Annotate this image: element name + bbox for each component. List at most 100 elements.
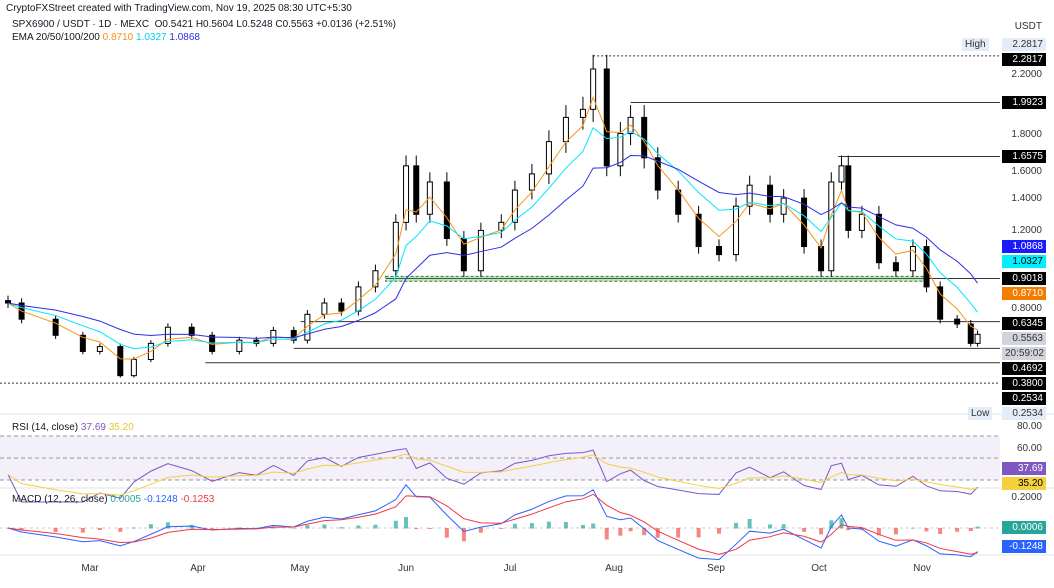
macd-hist-bar xyxy=(938,528,943,534)
high-tag: High xyxy=(962,38,989,51)
symbol[interactable]: SPX6900 / USDT · 1D · MEXC xyxy=(12,19,150,30)
rsi-tick-80: 80.00 xyxy=(1016,421,1042,432)
level-tag: 0.9018 xyxy=(1002,271,1046,285)
rsi-line xyxy=(7,448,978,503)
ema20-tag: 0.8710 xyxy=(1002,286,1046,300)
candle-down xyxy=(923,246,930,288)
level-tag: 2.2817 xyxy=(1002,53,1046,66)
macd-hist-bar xyxy=(591,523,596,529)
macd-hist-bar xyxy=(924,528,929,532)
ema50-value: 1.0327 xyxy=(136,32,167,43)
macd-hist-bar xyxy=(291,527,296,529)
macd-hist-bar xyxy=(356,525,361,529)
macd-hist-bar xyxy=(846,528,851,531)
x-tick: Jul xyxy=(503,563,517,574)
candle-up xyxy=(96,346,103,352)
macd-hist-bar xyxy=(642,528,647,536)
macd-hist-bar xyxy=(512,523,517,529)
ohlc-open: O0.5421 xyxy=(154,19,194,30)
candle-up xyxy=(321,302,328,315)
candle-up xyxy=(426,181,433,215)
level-tag: 1.9923 xyxy=(1002,95,1046,109)
candle-up xyxy=(372,270,379,288)
ohlc-low: L0.5248 xyxy=(236,19,273,30)
low-tag: Low xyxy=(968,406,993,420)
x-tick: Oct xyxy=(811,563,827,574)
macd-hist-bar xyxy=(580,524,585,529)
candle-up xyxy=(545,141,552,175)
candle-down xyxy=(117,346,124,377)
candle-up xyxy=(304,313,311,341)
candle-down xyxy=(875,213,882,264)
credit: CryptoFXStreet created with TradingView.… xyxy=(6,3,352,14)
candle-down xyxy=(845,165,852,231)
macd-hist-bar xyxy=(839,518,844,529)
rsi-ma-tag: 35.20 xyxy=(1002,477,1046,490)
candle-up xyxy=(579,108,586,118)
macd-hist-bar xyxy=(696,528,701,538)
candle-up xyxy=(236,339,243,352)
macd-hist-bar xyxy=(237,527,242,529)
rsi-value: 37.69 xyxy=(80,422,106,433)
macd-hist-bar xyxy=(563,522,568,529)
x-tick: Jun xyxy=(397,563,415,574)
macd-hist-value: 0.0005 xyxy=(110,494,141,505)
candle-down xyxy=(603,68,610,167)
macd-hist-bar xyxy=(910,527,915,529)
macd-hist-bar xyxy=(414,528,419,529)
macd-hist-bar xyxy=(53,528,58,532)
rsi-legend[interactable]: RSI (14, close) 37.69 35.20 xyxy=(12,422,134,433)
macd-hist-bar xyxy=(781,524,786,529)
macd-hist-bar xyxy=(393,520,398,529)
candle-up xyxy=(746,184,753,207)
macd-hist-bar xyxy=(19,528,24,531)
macd-hist-bar xyxy=(404,517,409,529)
candle-up xyxy=(909,246,916,272)
macd-hist-bar xyxy=(829,520,834,529)
candle-up xyxy=(838,165,845,183)
rsi-tag: 37.69 xyxy=(1002,462,1046,475)
ema-legend[interactable]: EMA 20/50/100/200 0.8710 1.0327 1.0868 xyxy=(12,32,200,43)
rsi-label: RSI (14, close) xyxy=(12,422,79,433)
candle-up xyxy=(528,173,535,191)
level-tag: 0.6345 xyxy=(1002,316,1046,330)
macd-hist-bar xyxy=(305,525,310,529)
candle-down xyxy=(892,262,899,272)
candle-down xyxy=(290,329,297,341)
macd-hist-bar xyxy=(189,524,194,529)
macd-hist-bar xyxy=(975,526,980,529)
macd-hist-bar xyxy=(165,522,170,529)
support-zone xyxy=(385,275,928,282)
candle-up xyxy=(403,165,410,223)
candle-down xyxy=(654,157,661,191)
ema100-tag: 1.0868 xyxy=(1002,240,1046,253)
candle-up xyxy=(392,221,399,272)
macd-hist-bar xyxy=(427,528,432,529)
macd-hist-bar xyxy=(210,528,215,529)
macd-legend[interactable]: MACD (12, 26, close) 0.0005 -0.1248 -0.1… xyxy=(12,494,214,505)
macd-hist-bar xyxy=(768,524,773,529)
macd-hist-tag: 0.0006 xyxy=(1002,521,1046,534)
macd-hist-bar xyxy=(618,528,623,536)
candle-up xyxy=(590,68,597,110)
macd-label: MACD (12, 26, close) xyxy=(12,494,108,505)
low-value: 0.2534 xyxy=(1002,406,1046,420)
countdown: 20:59:02 xyxy=(1002,346,1046,360)
candle-down xyxy=(675,189,682,215)
ema20-line xyxy=(7,95,978,360)
macd-hist-bar xyxy=(802,528,807,532)
macd-hist-bar xyxy=(461,528,466,542)
x-tick: Mar xyxy=(81,563,99,574)
rsi-tick-60: 60.00 xyxy=(1016,443,1042,454)
macd-hist-bar xyxy=(80,528,85,533)
macd-hist-bar xyxy=(628,528,633,532)
candle-up xyxy=(974,333,981,344)
macd-hist-bar xyxy=(734,522,739,529)
macd-hist-bar xyxy=(717,528,722,534)
ohlc-change: +0.0136 (+2.51%) xyxy=(315,19,396,30)
price-tick: 1.6000 xyxy=(1011,165,1042,177)
currency-label: USDT xyxy=(1014,21,1042,32)
price-tick: 2.2000 xyxy=(1011,69,1042,80)
candle-down xyxy=(937,286,944,320)
